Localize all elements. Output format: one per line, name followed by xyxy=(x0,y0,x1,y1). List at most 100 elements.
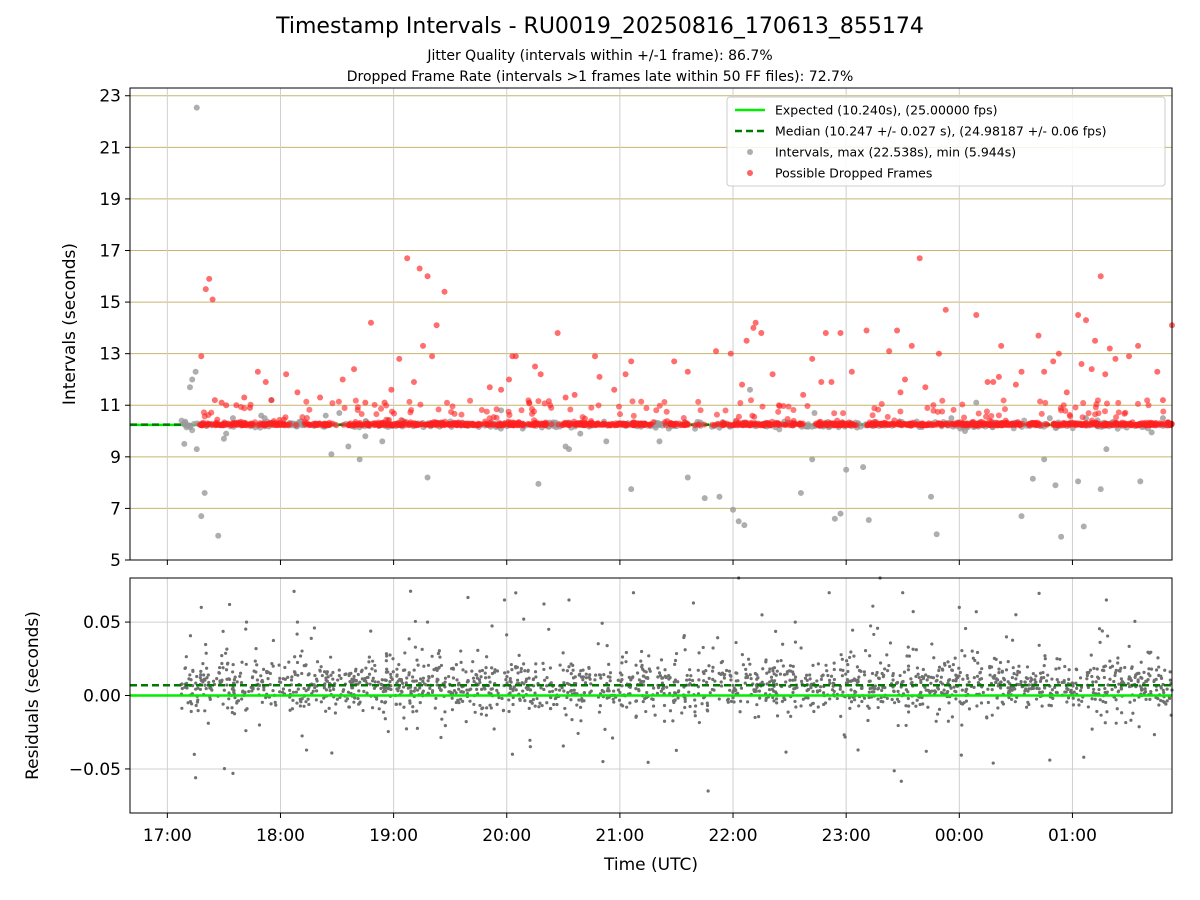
dropped-frame-point xyxy=(445,421,452,428)
residual-point xyxy=(230,706,234,710)
residual-point xyxy=(980,667,984,671)
residual-point xyxy=(1157,673,1161,678)
residual-point xyxy=(870,686,875,690)
residual-point xyxy=(979,677,984,681)
residual-point xyxy=(373,663,377,668)
dropped-frame-point xyxy=(306,422,313,429)
residual-point xyxy=(199,605,203,609)
residual-point xyxy=(325,679,329,683)
residual-point xyxy=(688,668,692,672)
residual-point xyxy=(620,661,624,665)
residual-point xyxy=(466,595,470,600)
residual-point xyxy=(1090,674,1094,679)
residual-point xyxy=(406,686,410,690)
dropped-frame-point xyxy=(468,421,475,428)
interval-point xyxy=(362,433,369,440)
residual-point xyxy=(1095,675,1100,679)
residual-point xyxy=(853,678,858,682)
residual-point xyxy=(295,632,299,636)
residual-point xyxy=(846,669,850,674)
interval-point xyxy=(193,446,200,453)
residual-point xyxy=(736,691,740,695)
residual-point xyxy=(476,648,480,652)
residual-point xyxy=(346,690,350,694)
residual-point xyxy=(845,659,849,663)
residual-point xyxy=(290,707,294,711)
residual-point xyxy=(571,676,576,680)
residual-point xyxy=(874,673,878,677)
dropped-frame-point xyxy=(894,327,901,334)
residual-point xyxy=(202,673,206,677)
residual-point xyxy=(995,696,999,700)
residual-point xyxy=(300,671,304,676)
residual-point xyxy=(815,689,820,693)
dropped-frame-point xyxy=(415,421,422,428)
residual-point xyxy=(233,675,237,679)
residual-point xyxy=(1042,675,1046,680)
dropped-frame-point xyxy=(721,420,728,427)
dropped-frame-point xyxy=(223,402,230,409)
residual-point xyxy=(662,703,667,708)
dropped-frame-point xyxy=(823,420,830,427)
residual-point xyxy=(608,679,612,683)
residual-point xyxy=(941,682,945,686)
intervals-y-tick-label: 15 xyxy=(99,293,121,313)
residual-point xyxy=(606,687,610,691)
residual-point xyxy=(530,701,534,705)
residual-point xyxy=(1049,704,1053,708)
residual-point xyxy=(1067,677,1071,681)
dropped-frame-point xyxy=(208,409,215,416)
residual-point xyxy=(433,706,437,710)
residual-point xyxy=(840,674,845,678)
residual-point xyxy=(634,663,638,667)
residual-point xyxy=(761,667,765,671)
residual-point xyxy=(402,705,406,709)
residual-point xyxy=(646,676,650,681)
residual-point xyxy=(932,656,936,660)
interval-point-max xyxy=(193,104,200,111)
residual-point xyxy=(505,681,509,685)
dropped-frame-point xyxy=(818,422,825,429)
residual-point xyxy=(950,715,954,719)
residual-point xyxy=(581,678,585,682)
residual-point xyxy=(1041,670,1045,675)
residual-point xyxy=(288,688,292,692)
residual-point xyxy=(489,706,493,710)
dropped-frame-point xyxy=(1060,402,1067,409)
interval-point xyxy=(322,412,329,419)
residual-point xyxy=(710,669,715,673)
intervals-y-tick-label: 11 xyxy=(99,396,121,416)
residual-point xyxy=(642,674,646,678)
dropped-frame-point xyxy=(429,353,436,360)
residual-point xyxy=(685,678,689,682)
residual-point xyxy=(244,708,248,712)
residual-point xyxy=(608,675,612,679)
residual-point xyxy=(584,676,588,680)
residual-point xyxy=(1040,690,1045,694)
dropped-frame-point xyxy=(843,420,850,427)
residual-point xyxy=(328,688,332,693)
residual-point xyxy=(694,704,698,708)
residual-point xyxy=(772,699,776,703)
intervals-y-tick-label: 17 xyxy=(99,241,121,261)
residual-point xyxy=(866,718,870,723)
residual-point xyxy=(989,665,994,669)
dropped-frame-point xyxy=(562,394,569,401)
dropped-frame-point xyxy=(458,411,465,418)
residual-point xyxy=(1168,670,1172,674)
residual-point xyxy=(405,676,409,680)
dropped-frame-point xyxy=(1159,397,1166,404)
interval-point xyxy=(865,517,872,524)
residual-point xyxy=(293,670,297,675)
dropped-frame-point xyxy=(1060,420,1067,427)
residual-point xyxy=(683,705,687,710)
residual-point xyxy=(581,668,585,672)
time-x-tick-label: 22:00 xyxy=(709,826,758,846)
residual-point xyxy=(948,664,952,669)
residual-point xyxy=(774,629,778,634)
dropped-frame-point xyxy=(1035,332,1042,339)
residual-point xyxy=(640,665,644,669)
residual-point xyxy=(1089,653,1093,657)
interval-point xyxy=(186,384,193,391)
residual-point xyxy=(923,685,927,689)
